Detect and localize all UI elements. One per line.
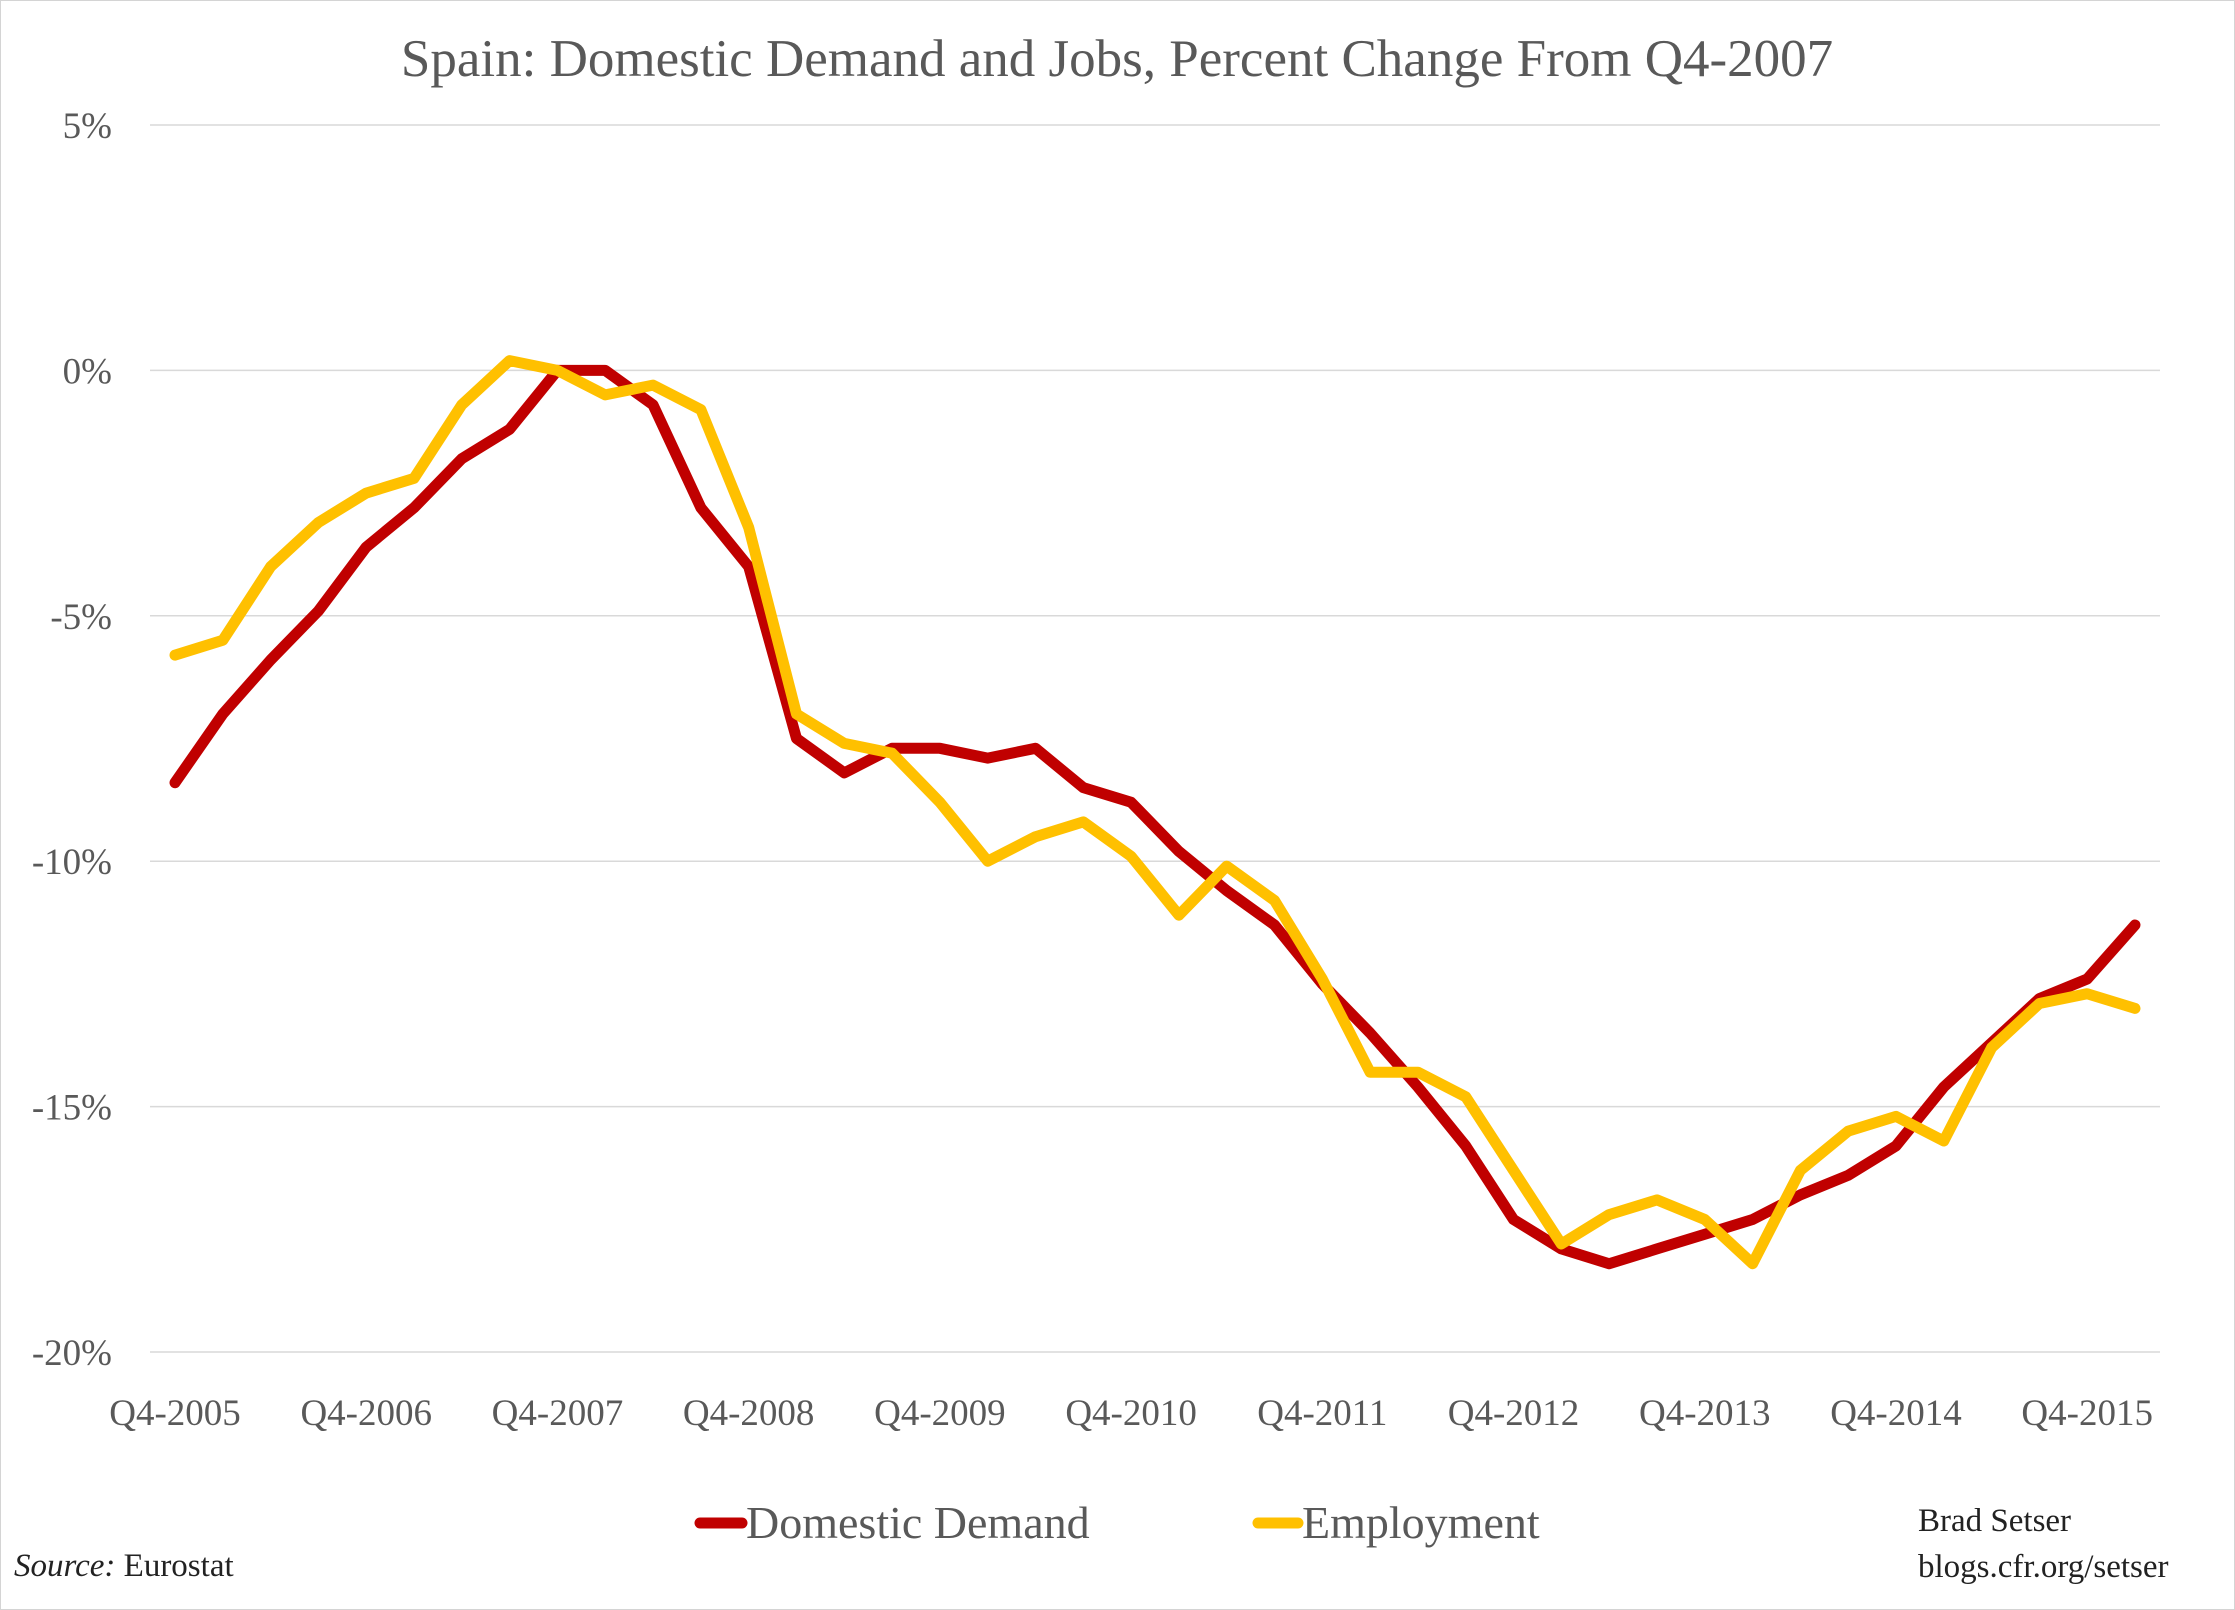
author-site: blogs.cfr.org/setser: [1918, 1549, 2169, 1585]
series-lines: [169, 355, 2141, 1270]
series-line-domestic-demand: [169, 364, 2141, 1270]
x-tick-label: Q4-2015: [2021, 1393, 2153, 1434]
y-axis-ticks: 5% 0% -5% -10% -15% -20%: [32, 106, 112, 1374]
x-tick-label: Q4-2011: [1257, 1393, 1387, 1434]
x-axis-ticks: Q4-2005 Q4-2006 Q4-2007 Q4-2008 Q4-2009 Q4-20…: [109, 1393, 2153, 1434]
y-tick-label: -15%: [32, 1088, 112, 1129]
author-name: Brad Setser: [1918, 1503, 2072, 1539]
y-tick-label: 5%: [63, 106, 112, 147]
x-tick-label: Q4-2008: [683, 1393, 815, 1434]
x-tick-label: Q4-2006: [300, 1393, 432, 1434]
source-note: Source: Eurostat: [14, 1548, 234, 1585]
legend-label-employment: Employment: [1302, 1497, 1540, 1548]
author-credit: Brad Setser blogs.cfr.org/setser: [1918, 1498, 2169, 1590]
x-tick-label: Q4-2010: [1065, 1393, 1197, 1434]
x-tick-label: Q4-2013: [1639, 1393, 1771, 1434]
chart-title: Spain: Domestic Demand and Jobs, Percent…: [401, 30, 1833, 88]
x-tick-label: Q4-2005: [109, 1393, 241, 1434]
x-tick-label: Q4-2014: [1830, 1393, 1962, 1434]
x-tick-label: Q4-2012: [1448, 1393, 1580, 1434]
y-tick-label: -5%: [50, 597, 112, 638]
x-tick-label: Q4-2009: [874, 1393, 1006, 1434]
legend: Domestic Demand Employment: [694, 1497, 1540, 1548]
source-text: Eurostat: [123, 1548, 234, 1584]
y-tick-label: -20%: [32, 1333, 112, 1374]
legend-label-domestic-demand: Domestic Demand: [746, 1497, 1090, 1548]
series-line-employment: [169, 355, 2141, 1270]
y-tick-label: 0%: [63, 351, 112, 392]
source-label: Source:: [14, 1548, 116, 1584]
gridlines: [150, 124, 2160, 1353]
y-tick-label: -10%: [32, 842, 112, 883]
x-tick-label: Q4-2007: [492, 1393, 624, 1434]
